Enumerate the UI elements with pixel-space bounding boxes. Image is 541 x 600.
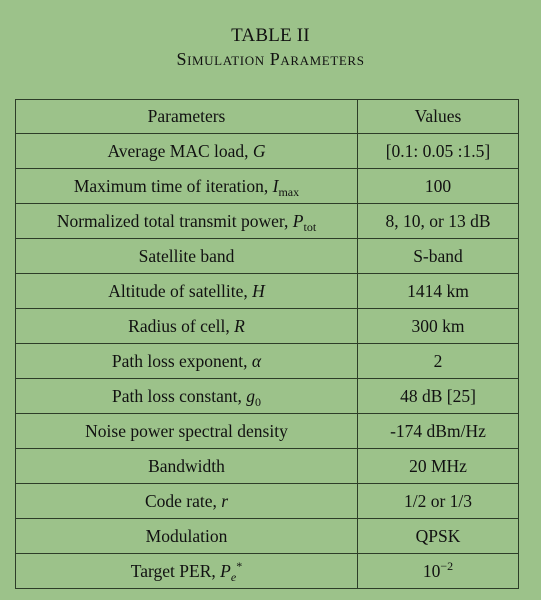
param-symbol: g xyxy=(246,385,255,406)
value-cell: [0.1: 0.05 :1.5] xyxy=(357,133,519,169)
param-label: Target PER, xyxy=(130,560,221,581)
param-cell: Maximum time of iteration, Imax xyxy=(15,168,358,204)
param-subscript: tot xyxy=(303,219,317,234)
param-label: Satellite band xyxy=(138,245,235,266)
param-symbol: r xyxy=(221,490,229,511)
param-label: Normalized total transmit power, xyxy=(56,210,293,231)
value-cell: 8, 10, or 13 dB xyxy=(357,203,519,239)
param-cell: Code rate, r xyxy=(15,483,358,519)
value-cell: QPSK xyxy=(357,518,519,554)
table-row: Noise power spectral density -174 dBm/Hz xyxy=(15,413,519,449)
param-label: Noise power spectral density xyxy=(85,420,288,441)
value-cell: 10−2 xyxy=(357,553,519,589)
param-symbol: α xyxy=(251,350,262,371)
table-row: Path loss constant, g0 48 dB [25] xyxy=(15,378,519,414)
value-cell: 300 km xyxy=(357,308,519,344)
param-cell: Altitude of satellite, H xyxy=(15,273,358,309)
parameters-table: Parameters Values Average MAC load, G [0… xyxy=(15,99,519,589)
param-subscript: e xyxy=(230,569,237,584)
param-cell: Path loss constant, g0 xyxy=(15,378,358,414)
table-title: TABLE II xyxy=(231,25,310,46)
value-cell: 1/2 or 1/3 xyxy=(357,483,519,519)
param-cell: Path loss exponent, α xyxy=(15,343,358,379)
table-row: Average MAC load, G [0.1: 0.05 :1.5] xyxy=(15,133,519,169)
table-row: Normalized total transmit power, Ptot 8,… xyxy=(15,203,519,239)
header-parameters: Parameters xyxy=(15,99,358,134)
table-row: Bandwidth 20 MHz xyxy=(15,448,519,484)
param-symbol: R xyxy=(234,315,245,336)
value-cell: 1414 km xyxy=(357,273,519,309)
param-cell: Modulation xyxy=(15,518,358,554)
param-cell: Average MAC load, G xyxy=(15,133,358,169)
param-symbol: P xyxy=(292,210,304,231)
table-row: Satellite band S-band xyxy=(15,238,519,274)
param-cell: Noise power spectral density xyxy=(15,413,358,449)
param-symbol: G xyxy=(252,140,266,161)
value-cell: -174 dBm/Hz xyxy=(357,413,519,449)
param-label: Code rate, xyxy=(144,490,222,511)
param-label: Modulation xyxy=(145,525,228,546)
param-cell: Satellite band xyxy=(15,238,358,274)
value-cell: 48 dB [25] xyxy=(357,378,519,414)
param-label: Bandwidth xyxy=(148,455,225,476)
param-label: Path loss exponent, xyxy=(111,350,252,371)
param-cell: Radius of cell, R xyxy=(15,308,358,344)
param-symbol: I xyxy=(272,175,279,196)
header-values: Values xyxy=(357,99,519,134)
value-cell: 20 MHz xyxy=(357,448,519,484)
value-cell: 100 xyxy=(357,168,519,204)
header-row: Parameters Values xyxy=(15,99,519,134)
table-row: Code rate, r 1/2 or 1/3 xyxy=(15,483,519,519)
param-subscript: 0 xyxy=(254,394,261,409)
table-row: Maximum time of iteration, Imax 100 xyxy=(15,168,519,204)
param-superscript: * xyxy=(236,558,243,573)
table-row: Radius of cell, R 300 km xyxy=(15,308,519,344)
param-label: Average MAC load, xyxy=(107,140,253,161)
table-row: Altitude of satellite, H 1414 km xyxy=(15,273,519,309)
param-cell: Bandwidth xyxy=(15,448,358,484)
param-cell: Normalized total transmit power, Ptot xyxy=(15,203,358,239)
param-label: Path loss constant, xyxy=(112,385,247,406)
value-cell: 2 xyxy=(357,343,519,379)
table-caption: Simulation Parameters xyxy=(176,49,365,69)
param-label: Radius of cell, xyxy=(128,315,235,336)
param-label: Maximum time of iteration, xyxy=(73,175,273,196)
table-row: Target PER, Pe* 10−2 xyxy=(15,553,519,589)
table-row: Path loss exponent, α 2 xyxy=(15,343,519,379)
table-row: Modulation QPSK xyxy=(15,518,519,554)
value-cell: S-band xyxy=(357,238,519,274)
param-symbol: H xyxy=(252,280,265,301)
param-symbol: P xyxy=(220,560,231,581)
value-base: 10 xyxy=(422,560,441,581)
param-subscript: max xyxy=(278,184,300,199)
param-cell: Target PER, Pe* xyxy=(15,553,358,589)
value-exponent: −2 xyxy=(440,558,454,573)
param-label: Altitude of satellite, xyxy=(108,280,253,301)
